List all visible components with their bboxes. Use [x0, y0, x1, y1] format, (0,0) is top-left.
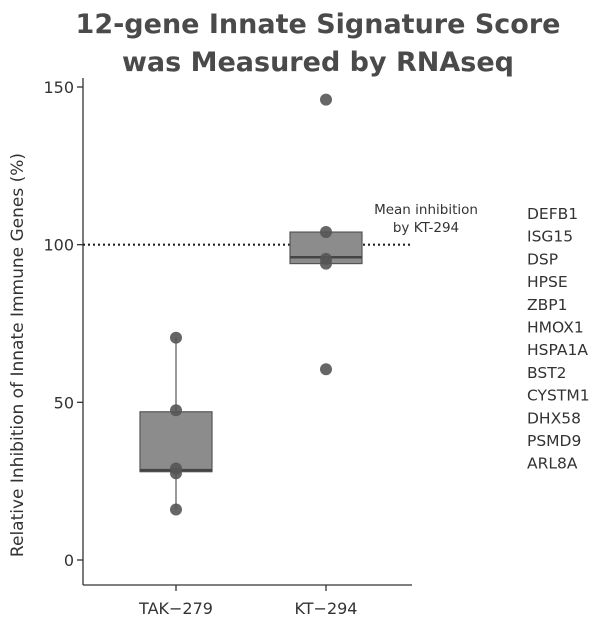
data-point: [170, 404, 182, 417]
gene-label: DSP: [527, 250, 558, 268]
gene-label: PSMD9: [527, 432, 581, 450]
box-plots: [139, 93, 363, 516]
y-tick-label: 50: [54, 393, 74, 412]
box-group: [139, 331, 213, 516]
gene-label: ZBP1: [527, 296, 567, 314]
y-tick-label: 150: [43, 78, 74, 97]
data-point: [320, 226, 332, 239]
gene-label: DEFB1: [527, 205, 578, 223]
gene-label: DHX58: [527, 409, 581, 427]
gene-label: BST2: [527, 364, 567, 382]
gene-label: ISG15: [527, 228, 573, 246]
data-point: [170, 503, 182, 516]
gene-label: ARL8A: [527, 455, 578, 473]
reference-label-line2: by KT-294: [393, 220, 459, 236]
y-ticks: 0 50 100 150: [43, 78, 83, 570]
gene-label: HPSE: [527, 273, 568, 291]
x-ticks: TAK−279 KT−294: [138, 585, 357, 618]
chart-subtitle: was Measured by RNAseq: [122, 47, 514, 78]
gene-label: HSPA1A: [527, 341, 588, 359]
gene-list: DEFB1 ISG15 DSP HPSE ZBP1 HMOX1 HSPA1A BST2 CYST…: [527, 205, 590, 473]
x-tick-label: TAK−279: [138, 599, 213, 618]
data-point: [320, 363, 332, 376]
data-point: [320, 93, 332, 106]
x-tick-label: KT−294: [295, 599, 358, 618]
data-point: [170, 331, 182, 344]
reference-label-line1: Mean inhibition: [374, 202, 478, 218]
y-tick-label: 0: [64, 551, 74, 570]
gene-label: CYSTM1: [527, 387, 590, 405]
reference-line-group: Mean inhibition by KT-294: [83, 202, 478, 246]
y-axis-label: Relative Inhibition of Innate Immune Gen…: [8, 153, 28, 557]
box-group: [289, 93, 363, 376]
y-tick-label: 100: [43, 236, 74, 255]
data-point: [320, 257, 332, 270]
gene-label: HMOX1: [527, 319, 584, 337]
data-point: [170, 467, 182, 480]
chart-title: 12-gene Innate Signature Score: [76, 9, 561, 40]
